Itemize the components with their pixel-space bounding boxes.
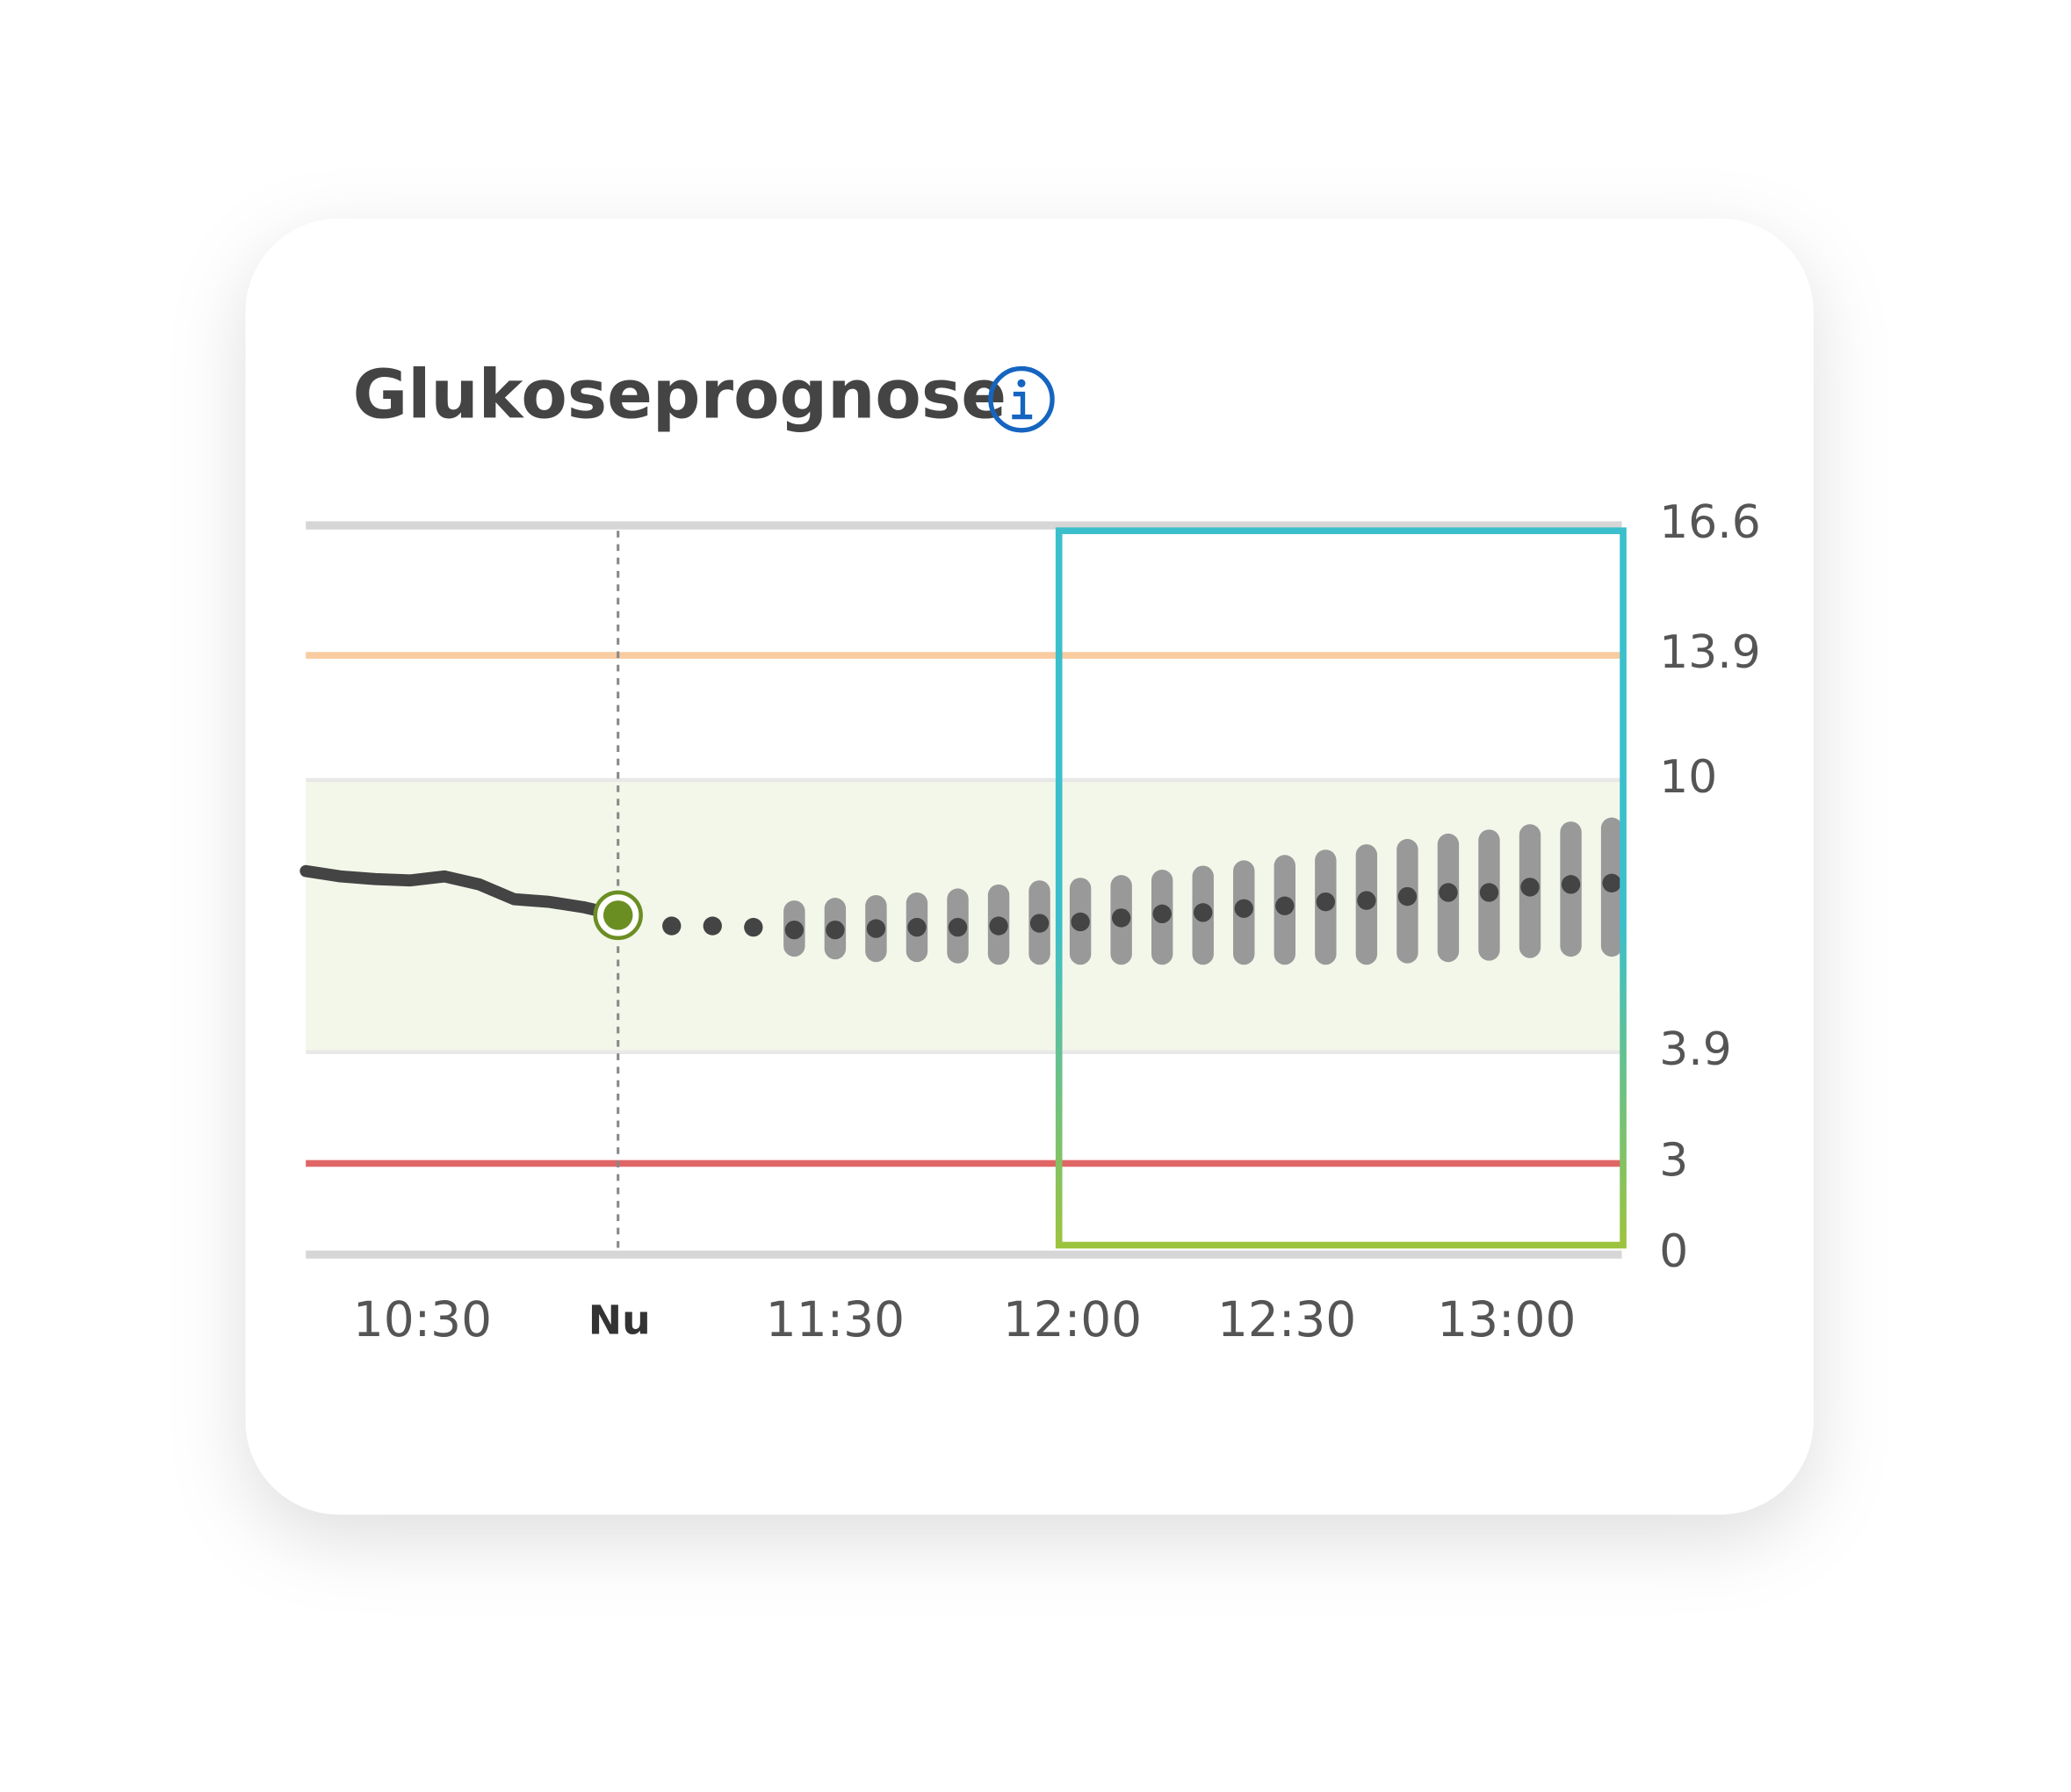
history-line <box>299 864 624 921</box>
forecast-point <box>948 917 968 937</box>
forecast-point <box>1479 883 1499 902</box>
forecast-point <box>1234 899 1253 918</box>
current-point <box>603 900 633 930</box>
y-tick-label: 0 <box>1659 1225 1688 1278</box>
forecast-point <box>1275 896 1295 915</box>
x-tick-label: 12:00 <box>1003 1291 1142 1348</box>
forecast-point <box>1152 904 1172 924</box>
info-button[interactable] <box>988 365 1055 433</box>
y-tick-label: 13.9 <box>1659 626 1760 679</box>
forecast-point <box>1520 878 1540 897</box>
x-tick-label: 11:30 <box>766 1291 905 1348</box>
forecast-point <box>826 920 845 940</box>
plot: 0 3 3.9 10 13.9 16.6 10:30 Nu 11:30 12:00 12:30 13:… <box>299 496 1761 1348</box>
forecast-point <box>1397 886 1418 907</box>
forecast-point <box>1439 883 1458 902</box>
forecast-point <box>1029 914 1050 933</box>
y-tick-label: 3 <box>1659 1134 1688 1187</box>
forecast-point <box>1111 908 1131 928</box>
forecast-point <box>703 916 722 936</box>
highlight-box <box>1055 527 1627 1249</box>
y-tick-label: 10 <box>1659 751 1717 804</box>
forecast-point <box>1561 875 1581 894</box>
forecast-point <box>1194 903 1213 922</box>
forecast-point <box>1071 912 1090 932</box>
forecast-point <box>1357 891 1376 910</box>
x-tick-label: 10:30 <box>353 1291 492 1348</box>
y-tick-label: 16.6 <box>1659 496 1760 549</box>
x-tick-label: Nu <box>588 1297 651 1343</box>
forecast-point <box>784 920 805 940</box>
x-tick-label: 12:30 <box>1217 1291 1356 1348</box>
forecast-point <box>866 919 886 938</box>
y-tick-label: 3.9 <box>1659 1023 1731 1076</box>
forecast-point <box>1316 892 1336 912</box>
forecast-point <box>989 916 1008 936</box>
forecast-point <box>744 917 763 937</box>
forecast-point <box>907 917 927 937</box>
forecast-point <box>1602 873 1621 892</box>
card-title: Glukoseprognose <box>353 356 1007 434</box>
forecast-point <box>662 916 682 936</box>
x-tick-label: 13:00 <box>1437 1291 1576 1348</box>
